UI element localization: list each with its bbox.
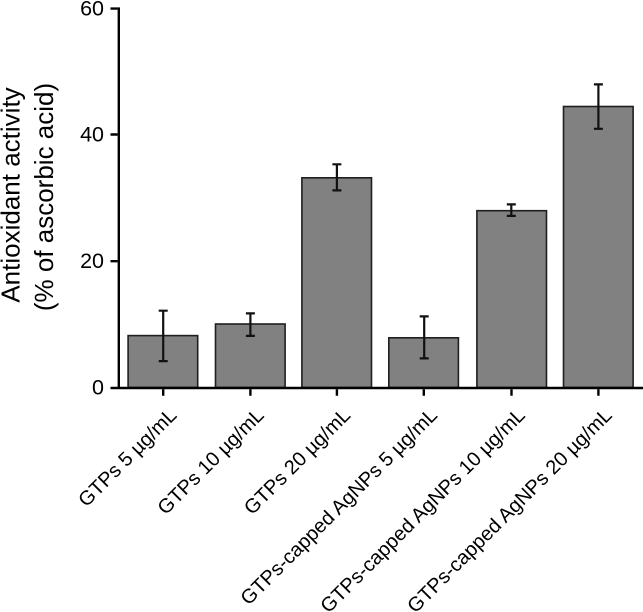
svg-text:Antioxidant activity: Antioxidant activity: [0, 87, 26, 302]
svg-text:(% of ascorbic acid): (% of ascorbic acid): [29, 83, 59, 311]
svg-text:40: 40: [80, 122, 104, 146]
svg-text:60: 60: [80, 0, 104, 20]
svg-text:0: 0: [92, 375, 104, 399]
svg-text:20: 20: [80, 249, 104, 273]
